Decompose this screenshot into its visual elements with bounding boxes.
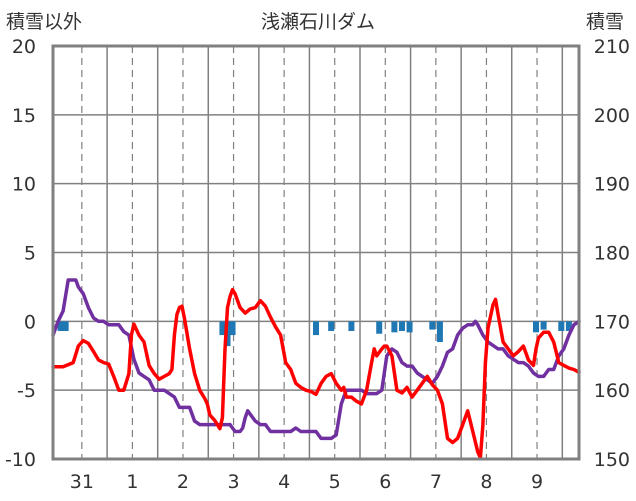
precipitation-bar [406, 321, 413, 333]
y-tick-right-label: 210 [594, 36, 630, 58]
precipitation-bar [398, 321, 405, 331]
y-tick-right-label: 200 [594, 105, 630, 127]
y-axis-right-label: 積雪 [586, 11, 624, 33]
y-tick-left-label: 20 [12, 36, 36, 58]
temperature-line [51, 287, 581, 460]
precipitation-bar [533, 321, 540, 333]
y-tick-left-label: -10 [5, 449, 36, 471]
precipitation-bar [313, 321, 319, 336]
precipitation-bar [565, 321, 572, 331]
y-ticks-right: 210 200 190 180 170 160 150 [594, 36, 630, 471]
y-tick-right-label: 150 [594, 449, 630, 471]
y-tick-right-label: 160 [594, 380, 630, 402]
precipitation-bar [376, 321, 383, 334]
y-tick-left-label: 15 [12, 105, 36, 127]
y-ticks-left: 20 15 10 5 0 -5 -10 [5, 36, 36, 471]
chart-title: 浅瀬石川ダム [261, 11, 375, 33]
x-tick-label: 5 [329, 471, 341, 493]
precipitation-bar [436, 321, 443, 342]
precipitation-bar [229, 321, 236, 336]
y-tick-left-label: 5 [24, 243, 36, 265]
y-tick-left-label: 0 [24, 311, 36, 333]
x-tick-label: 8 [480, 471, 492, 493]
precipitation-bar [391, 321, 398, 333]
precipitation-bar [328, 321, 335, 331]
y-tick-right-label: 190 [594, 174, 630, 196]
grid [53, 46, 579, 459]
precipitation-bar [62, 321, 69, 331]
plot-frame [51, 44, 581, 461]
precipitation-bar [348, 321, 355, 331]
series-lines [51, 278, 581, 460]
snow-depth-line [51, 278, 581, 441]
x-tick-label: 4 [278, 471, 290, 493]
x-tick-label: 9 [531, 471, 543, 493]
precipitation-bar [429, 321, 436, 330]
precipitation-bar [558, 321, 565, 331]
x-tick-label: 7 [430, 471, 442, 493]
x-tick-label: 6 [379, 471, 391, 493]
y-tick-left-label: -5 [17, 380, 36, 402]
y-axis-left-label: 積雪以外 [6, 11, 82, 33]
x-tick-label: 1 [126, 471, 138, 493]
y-tick-left-label: 10 [12, 174, 36, 196]
x-tick-label: 31 [70, 471, 94, 493]
precipitation-bar [219, 321, 226, 336]
x-ticks: 31 1 2 3 4 5 6 7 8 9 [70, 471, 543, 493]
precipitation-bar [540, 321, 547, 330]
x-tick-label: 3 [228, 471, 240, 493]
y-tick-right-label: 170 [594, 311, 630, 333]
x-tick-label: 2 [177, 471, 189, 493]
precipitation-bar [57, 321, 64, 331]
y-tick-right-label: 180 [594, 243, 630, 265]
